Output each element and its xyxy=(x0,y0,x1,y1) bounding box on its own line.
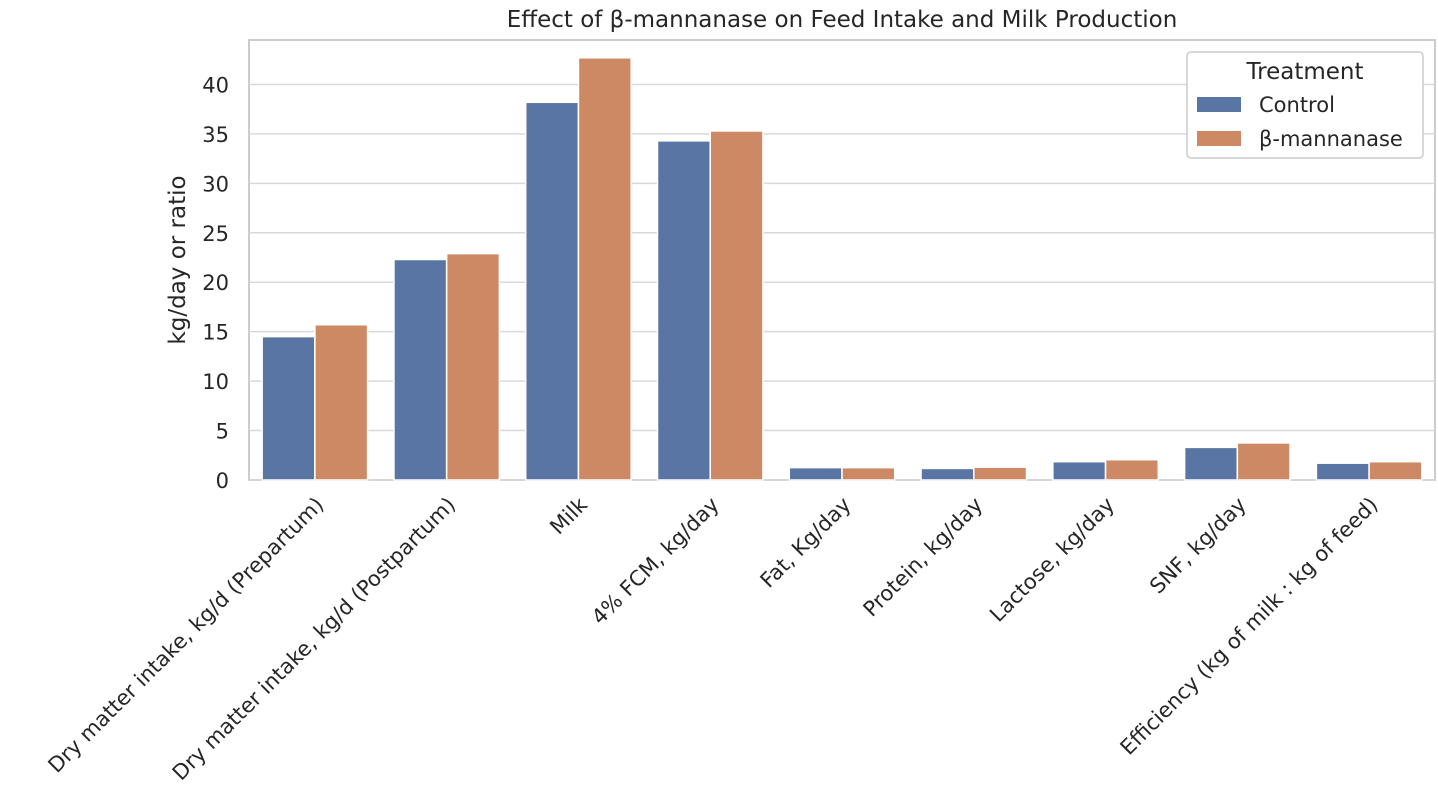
x-tick-label: Fat, Kg/day xyxy=(756,493,856,593)
bar-control-2 xyxy=(524,101,580,481)
bar-control-1 xyxy=(393,258,448,481)
bar-mannanase-0 xyxy=(314,324,369,481)
bar-control-4 xyxy=(788,466,843,481)
x-tick-labels: Dry matter intake, kg/d (Prepartum)Dry m… xyxy=(43,492,1382,785)
bar-mannanase-6 xyxy=(1104,458,1160,481)
y-tick-label: 20 xyxy=(202,271,229,295)
legend-box xyxy=(1186,51,1424,159)
legend-label-beta-mannanase: β-mannanase xyxy=(1259,127,1403,151)
bar-mannanase-8 xyxy=(1368,460,1423,481)
legend-label-control: Control xyxy=(1259,93,1335,117)
bar-control-5 xyxy=(920,467,975,481)
bar-control-7 xyxy=(1183,446,1239,481)
bar-mannanase-5 xyxy=(973,466,1028,481)
y-tick-label: 40 xyxy=(202,73,229,97)
y-tick-label: 5 xyxy=(216,420,229,444)
x-tick-label: SNF, kg/day xyxy=(1145,493,1251,599)
bar-mannanase-1 xyxy=(445,252,501,481)
x-tick-label: Lactose, kg/day xyxy=(985,493,1119,627)
legend-swatch-control xyxy=(1197,97,1241,112)
legend-swatch-beta-mannanase xyxy=(1197,131,1241,146)
legend: Treatment Control β-mannanase xyxy=(1186,51,1424,159)
x-tick-label: Efficiency (kg of milk : kg of feed) xyxy=(1116,493,1383,760)
bars xyxy=(261,57,1423,481)
legend-title: Treatment xyxy=(1245,59,1363,85)
bar-control-0 xyxy=(261,335,316,481)
chart-title: Effect of β-mannanase on Feed Intake and… xyxy=(507,7,1178,33)
y-tick-label: 35 xyxy=(202,123,229,147)
y-tick-label: 10 xyxy=(202,370,229,394)
y-tick-labels: 0 5 10 15 20 25 30 35 40 xyxy=(202,73,229,493)
bar-control-8 xyxy=(1315,462,1370,481)
y-tick-label: 25 xyxy=(202,222,229,246)
bar-mannanase-3 xyxy=(709,130,764,481)
bar-mannanase-4 xyxy=(841,466,896,481)
y-tick-label: 30 xyxy=(202,172,229,196)
bar-control-3 xyxy=(656,140,711,481)
bar-mannanase-2 xyxy=(577,57,632,481)
x-tick-label: Dry matter intake, kg/d (Prepartum) xyxy=(43,493,328,778)
x-tick-label: Milk xyxy=(545,492,592,539)
y-tick-label: 15 xyxy=(202,321,229,345)
x-tick-label: 4% FCM, kg/day xyxy=(587,493,724,630)
y-tick-label: 0 xyxy=(216,469,229,493)
y-axis-label: kg/day or ratio xyxy=(165,175,191,344)
bar-control-6 xyxy=(1052,460,1107,481)
x-tick-label: Protein, kg/day xyxy=(859,493,988,622)
bar-mannanase-7 xyxy=(1236,442,1291,481)
x-tick-label: Dry matter intake, kg/d (Postpartum) xyxy=(168,493,460,785)
